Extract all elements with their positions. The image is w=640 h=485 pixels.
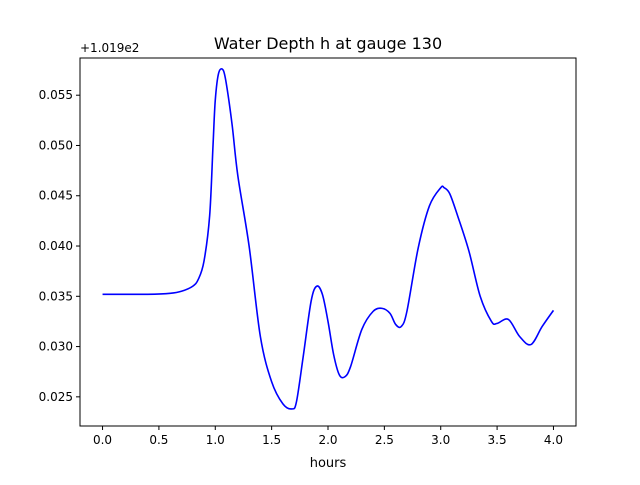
plot-area: [102, 68, 555, 410]
x-tick-label: 3.0: [431, 433, 450, 447]
y-tick-label: 0.035: [39, 289, 73, 303]
y-tick-label: 0.040: [39, 239, 73, 253]
chart-title: Water Depth h at gauge 130: [214, 34, 442, 53]
axes-frame: [79, 57, 577, 427]
y-tick-label: 0.030: [39, 340, 73, 354]
series-line-0: [102, 68, 555, 410]
x-tick-label: 0.0: [93, 433, 112, 447]
y-tick-label: 0.055: [39, 88, 73, 102]
y-tick-label: 0.045: [39, 189, 73, 203]
x-tick-label: 2.0: [318, 433, 337, 447]
x-tick-label: 2.5: [375, 433, 394, 447]
y-tick-label: 0.050: [39, 138, 73, 152]
x-tick-label: 1.5: [262, 433, 281, 447]
x-tick-label: 0.5: [149, 433, 168, 447]
y-tick-label: 0.025: [39, 390, 73, 404]
x-tick-label: 3.5: [488, 433, 507, 447]
x-tick-label: 1.0: [206, 433, 225, 447]
y-axis-offset-text: +1.019e2: [80, 41, 139, 55]
x-tick-label: 4.0: [544, 433, 563, 447]
x-axis-label: hours: [310, 456, 347, 471]
